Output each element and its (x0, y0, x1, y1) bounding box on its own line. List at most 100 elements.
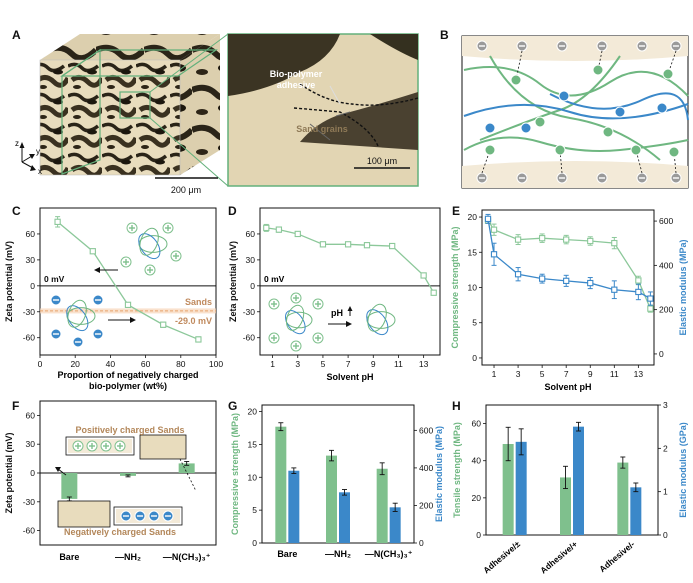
d-x-tick-label: 3 (295, 359, 300, 369)
g-category-label: Bare (277, 549, 297, 559)
e-series-modulus-point (635, 288, 642, 296)
g-y-tick-label: 10 (248, 472, 258, 482)
d-series-point (263, 224, 270, 232)
d-uparrow-head (347, 306, 353, 311)
f-bar (120, 473, 136, 476)
axis-y-arrow (21, 155, 33, 163)
c-y-tick-label: 30 (26, 255, 36, 265)
e-y2label: Elastic modulus (MPa) (678, 239, 688, 335)
c-x-tick-label: 0 (38, 359, 43, 369)
g-y2label: Elastic modulus (MPa) (434, 426, 444, 522)
d-inset-left-coil (285, 310, 306, 335)
d-y-tick-label: -30 (243, 307, 256, 317)
d-inset-right-coil (366, 309, 389, 336)
panel-b: B (430, 0, 693, 200)
f-bar (178, 463, 195, 473)
d-y-tick-label: 30 (246, 255, 256, 265)
zoom-region-box (119, 91, 151, 119)
g-bar (376, 468, 388, 543)
c-ref-name: Sands (185, 297, 212, 307)
g-y2-tick-label: 200 (419, 500, 433, 510)
d-x-tick-label: 5 (321, 359, 326, 369)
cube-top-face (40, 34, 220, 60)
schematic-polymer-positive (463, 55, 689, 161)
d-series-point (275, 226, 283, 233)
e-series-strength-line (487, 220, 651, 309)
g-ylabel: Compressive strength (MPa) (230, 413, 240, 535)
cube-side-face (180, 34, 220, 175)
e-y-tick-label: 0 (472, 353, 477, 363)
e-y2-tick-label: 400 (659, 260, 673, 270)
h-bar (515, 441, 527, 535)
d-series-point (430, 289, 437, 296)
panel-label-a: A (12, 28, 21, 42)
e-x-tick-label: 13 (634, 369, 644, 379)
c-arrow-1-head (94, 267, 100, 273)
c-inset-bottom-coil (67, 299, 87, 328)
chart-f: -60 -30 0 30 60 Bare —NH₂ —N(CH₃)₃⁺ Zeta potenti… (4, 400, 217, 562)
g-y-tick-label: 5 (252, 505, 257, 515)
panel-label-g: G (228, 399, 238, 413)
e-series-modulus-point (611, 286, 618, 293)
d-series-point (294, 230, 301, 238)
schematic-negative-charges (484, 90, 668, 134)
panel-c: C -60 -30 0 30 60 0 20 40 60 80 100 0 mV Sands -29.0 … (0, 200, 228, 395)
annot-sand: Sand grains (296, 124, 348, 134)
c-y-tick-label: 0 (30, 281, 35, 291)
plot-frame (259, 207, 441, 356)
e-series-strength-point (611, 239, 618, 247)
e-series-modulus-point (490, 251, 498, 258)
annot-polymer-1: Bio-polymer (270, 69, 323, 79)
c-x-tick-label: 80 (176, 359, 186, 369)
f-pos-photo (139, 434, 187, 460)
d-y-tick-label: -60 (243, 333, 256, 343)
h-bar (573, 426, 584, 535)
c-ylabel: Zeta potential (mV) (4, 241, 14, 322)
d-x-tick-label: 7 (346, 359, 351, 369)
g-y-tick-label: 20 (248, 407, 258, 417)
axis-x-label: x (38, 167, 42, 176)
d-ylabel: Zeta potential (mV) (228, 241, 238, 322)
d-series-point (389, 242, 396, 250)
panel-label-c: C (12, 204, 21, 218)
d-series-line (266, 227, 435, 294)
e-xlabel: Solvent pH (544, 382, 591, 392)
e-series-strength-point (563, 236, 570, 243)
e-y2-tick-label: 600 (659, 216, 673, 226)
f-neg-arrow (57, 468, 67, 476)
d-series-point (344, 241, 352, 248)
e-series-modulus-point (538, 275, 546, 282)
e-y-tick-label: 5 (472, 318, 477, 328)
e-x-tick-label: 9 (588, 369, 593, 379)
panel-label-e: E (452, 204, 461, 218)
d-inset-left-coil (286, 304, 305, 331)
c-xlabel: Proportion of negatively charged (57, 370, 198, 380)
c-inset-top-coil (138, 233, 161, 260)
c-arrow-2-head (130, 317, 136, 323)
c-inset-top-coil (139, 227, 159, 256)
g-y2-tick-label: 0 (419, 538, 424, 548)
f-category-label: —NH₂ (115, 552, 141, 562)
panel-label-b: B (440, 28, 449, 42)
f-neg-photo (57, 500, 111, 528)
d-annot: pH (331, 308, 343, 318)
panel-h: H 0 20 40 60 0 1 2 3 Adhesive/± Adhesive/+ Adhesiv… (448, 395, 693, 583)
plot-frame (485, 404, 659, 536)
e-series-strength-point (538, 235, 546, 242)
f-pos-leader (179, 458, 197, 492)
e-series-strength-point (587, 237, 594, 245)
d-y-tick-label: 60 (246, 229, 256, 239)
d-zero-label: 0 mV (264, 274, 285, 284)
c-inset-bottom-coil (66, 305, 89, 332)
e-series-modulus-line (487, 218, 651, 300)
d-x-tick-label: 9 (371, 359, 376, 369)
e-y-tick-label: 15 (468, 247, 478, 257)
h-y-tick-label: 20 (472, 493, 482, 503)
e-x-tick-label: 5 (540, 369, 545, 379)
f-y-tick-label: 0 (30, 468, 35, 478)
h-y-tick-label: 0 (476, 530, 481, 540)
f-bar (61, 473, 78, 499)
d-y-tick-label: 0 (250, 281, 255, 291)
d-inset-right-coil (367, 303, 387, 332)
